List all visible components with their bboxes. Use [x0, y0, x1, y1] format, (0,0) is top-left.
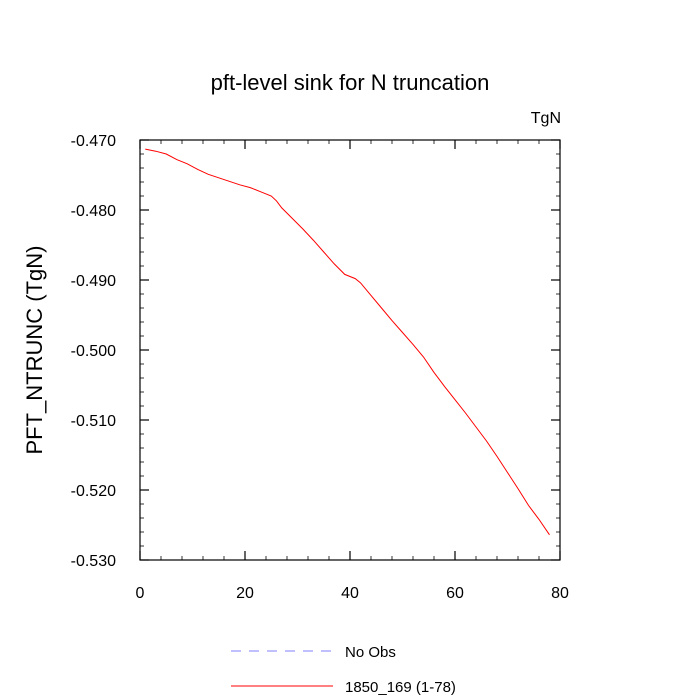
legend-label-no-obs: No Obs [345, 644, 396, 661]
series-line-1850-169 [145, 148, 550, 536]
y-tick-label: -0.520 [71, 483, 116, 500]
chart-title: pft-level sink for N truncation [211, 70, 490, 95]
legend: No Obs 1850_169 (1-78) [231, 644, 456, 696]
x-tick-label: 60 [446, 585, 464, 602]
y-axis-label: PFT_NTRUNC (TgN) [22, 246, 47, 455]
x-tick-label: 80 [551, 585, 569, 602]
legend-label-1850-169: 1850_169 (1-78) [345, 679, 456, 696]
x-tick-label: 40 [341, 585, 359, 602]
major-ticks [139, 139, 561, 561]
y-tick-labels: -0.470 -0.480 -0.490 -0.500 -0.510 -0.520 -0.5… [71, 133, 116, 570]
minor-ticks [140, 140, 560, 560]
y-tick-label: -0.510 [71, 413, 116, 430]
x-tick-labels: 0 20 40 60 80 [136, 585, 569, 602]
y-tick-label: -0.480 [71, 203, 116, 220]
y-tick-label: -0.490 [71, 273, 116, 290]
plot-frame [139, 139, 561, 561]
y-tick-label: -0.500 [71, 343, 116, 360]
y-tick-label: -0.470 [71, 133, 116, 150]
x-tick-label: 20 [236, 585, 254, 602]
units-label: TgN [531, 110, 561, 127]
series-layer [145, 148, 550, 536]
x-tick-label: 0 [136, 585, 145, 602]
y-tick-label: -0.530 [71, 553, 116, 570]
